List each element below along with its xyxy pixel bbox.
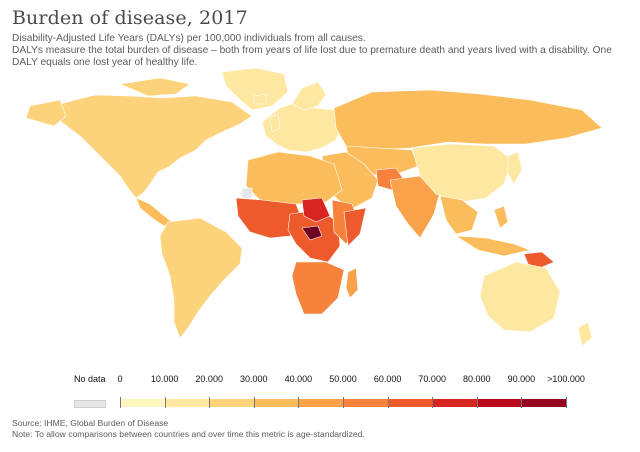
region-north-america[interactable]	[47, 94, 253, 199]
legend-bin-0	[120, 399, 165, 407]
legend-label-7: 70.000	[418, 374, 446, 384]
legend-tick-1	[164, 397, 166, 408]
region-iceland[interactable]	[253, 93, 267, 105]
legend-bin-6	[387, 399, 433, 407]
source-note: Source: IHME, Global Burden of Disease	[12, 418, 169, 428]
legend-label-6: 60.000	[373, 374, 402, 384]
legend-bin-9	[521, 399, 566, 407]
legend-label-10: >100.000	[547, 374, 585, 384]
region-alaska[interactable]	[25, 99, 67, 127]
legend: No data 0 10.000 20.000 30.000 40.000 50.000 6…	[0, 374, 640, 410]
region-chad-car[interactable]	[301, 197, 331, 223]
legend-bin-1	[164, 399, 210, 407]
legend-tick-4	[298, 397, 300, 408]
legend-tick-9	[521, 397, 523, 408]
region-japan[interactable]	[507, 151, 523, 185]
region-greenland[interactable]	[221, 67, 289, 111]
region-north-africa[interactable]	[245, 151, 343, 205]
legend-bin-2	[209, 399, 254, 407]
legend-tick-8	[476, 397, 478, 408]
legend-tick-2	[209, 397, 211, 408]
legend-tick-3	[253, 397, 255, 408]
legend-bin-5	[343, 399, 388, 407]
method-note: Note: To allow comparisons between count…	[12, 429, 365, 439]
region-new-zealand[interactable]	[577, 321, 593, 347]
legend-label-5: 50.000	[329, 374, 357, 384]
region-somalia[interactable]	[343, 207, 367, 247]
world-map[interactable]	[0, 64, 640, 364]
chart-subtitle: Disability-Adjusted Life Years (DALYs) p…	[12, 33, 612, 69]
region-australia[interactable]	[479, 261, 561, 333]
region-madagascar[interactable]	[345, 267, 359, 299]
region-southeast-asia[interactable]	[439, 195, 479, 235]
region-china[interactable]	[411, 143, 513, 203]
region-scandinavia[interactable]	[291, 81, 327, 111]
region-russia[interactable]	[333, 89, 603, 151]
region-papua-new-guinea[interactable]	[523, 251, 555, 269]
region-philippines[interactable]	[493, 205, 509, 229]
legend-tick-0	[120, 397, 121, 408]
legend-label-4: 40.000	[284, 374, 313, 384]
region-south-america[interactable]	[159, 217, 243, 339]
region-central-america[interactable]	[135, 197, 173, 227]
footer: Source: IHME, Global Burden of Disease N…	[12, 418, 365, 440]
legend-label-3: 30.000	[240, 374, 268, 384]
region-canadian-arctic[interactable]	[119, 77, 191, 97]
legend-tick-6	[387, 397, 389, 408]
legend-label-8: 80.000	[463, 374, 491, 384]
legend-label-0: 0	[117, 374, 123, 384]
subtitle-line-2: DALYs measure the total burden of diseas…	[12, 45, 612, 68]
legend-tick-5	[343, 397, 344, 408]
region-car-highlight[interactable]	[301, 225, 323, 241]
legend-tick-10	[566, 397, 567, 408]
legend-no-data-label: No data	[74, 374, 106, 384]
legend-bin-7	[432, 399, 477, 407]
region-west-africa[interactable]	[235, 197, 305, 239]
region-british-isles[interactable]	[269, 113, 281, 133]
legend-label-9: 90.000	[507, 374, 536, 384]
legend-no-data-swatch	[74, 400, 106, 408]
legend-bin-4	[298, 399, 343, 407]
legend-label-1: 10.000	[150, 374, 179, 384]
legend-tick-7	[432, 397, 434, 408]
legend-label-2: 20.000	[195, 374, 223, 384]
legend-bin-3	[253, 399, 299, 407]
region-western-sahara[interactable]	[241, 187, 253, 199]
region-indonesia[interactable]	[455, 235, 531, 257]
region-southern-africa[interactable]	[291, 261, 345, 315]
chart-title: Burden of disease, 2017	[12, 7, 248, 29]
subtitle-line-1: Disability-Adjusted Life Years (DALYs) p…	[12, 33, 366, 44]
legend-bin-8	[476, 399, 522, 407]
